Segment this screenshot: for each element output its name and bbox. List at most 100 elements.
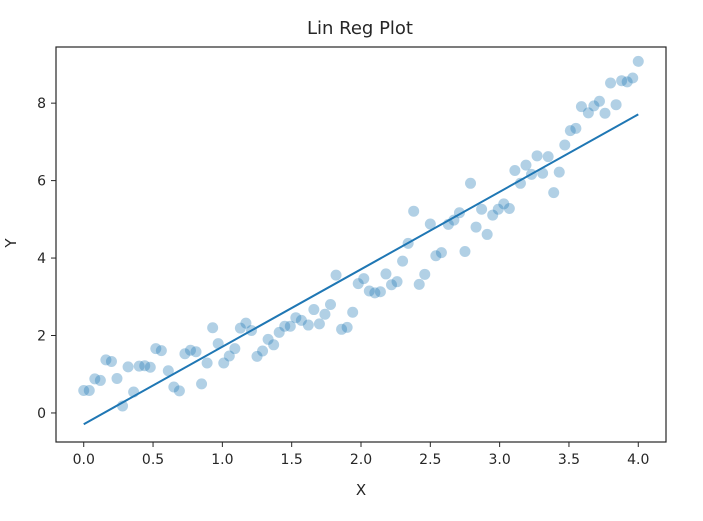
scatter-point — [542, 151, 554, 163]
scatter-point — [196, 378, 208, 390]
scatter-point — [168, 381, 180, 393]
scatter-point — [386, 279, 397, 291]
scatter-point — [262, 333, 274, 345]
scatter-point — [251, 350, 263, 362]
scatter-point — [520, 159, 532, 171]
scatter-point — [627, 72, 639, 84]
scatter-point — [621, 76, 633, 88]
scatter-point — [553, 166, 565, 178]
x-tick-label: 1.0 — [211, 452, 233, 468]
scatter-point — [531, 150, 543, 162]
scatter-point — [616, 75, 628, 87]
scatter-point — [94, 374, 106, 386]
scatter-point — [503, 202, 515, 214]
x-tick-label: 2.5 — [419, 452, 441, 468]
scatter-point — [313, 318, 325, 330]
scatter-point — [234, 322, 246, 334]
x-axis: 0.0 0.5 1.0 1.5 2.0 2.5 3.0 3.5 4.0 — [73, 442, 649, 468]
scatter-point — [575, 101, 587, 113]
scatter-point — [419, 268, 431, 280]
x-tick-label: 3.5 — [558, 452, 580, 468]
scatter-point — [397, 255, 409, 267]
scatter-point — [341, 321, 353, 333]
scatter-point — [498, 198, 510, 210]
scatter-point — [435, 247, 447, 259]
scatter-point — [290, 312, 302, 324]
scatter-point — [325, 299, 336, 311]
scatter-point — [559, 139, 571, 151]
scatter-point — [273, 326, 285, 338]
scatter-point — [369, 287, 381, 299]
scatter-point — [190, 346, 202, 358]
scatter-point — [279, 320, 291, 332]
scatter-point — [89, 373, 101, 385]
scatter-point — [605, 77, 617, 89]
scatter-point — [509, 165, 521, 177]
x-tick-label: 2.0 — [350, 452, 372, 468]
y-axis: 0 2 4 6 8 — [37, 96, 56, 422]
chart-title: Lin Reg Plot — [307, 18, 413, 39]
y-tick-label: 6 — [37, 174, 46, 190]
scatter-point — [588, 100, 600, 112]
scatter-point — [430, 250, 442, 262]
y-tick-label: 0 — [37, 406, 46, 422]
scatter-point — [319, 308, 331, 320]
scatter-point — [179, 348, 191, 360]
scatter-point — [133, 360, 145, 372]
scatter-point — [352, 278, 364, 290]
scatter-point — [162, 365, 174, 377]
scatter-point — [347, 306, 359, 318]
scatter-point — [582, 107, 594, 119]
scatter-point — [374, 286, 386, 298]
scatter-point — [207, 322, 219, 334]
scatter-point — [632, 55, 644, 67]
scatter-points — [78, 55, 644, 412]
scatter-point — [144, 361, 156, 373]
scatter-point — [173, 385, 185, 397]
scatter-point — [465, 177, 477, 189]
scatter-point — [105, 355, 117, 367]
scatter-point — [111, 372, 123, 384]
scatter-point — [302, 319, 314, 331]
scatter-point — [476, 203, 488, 215]
scatter-point — [358, 273, 370, 285]
scatter-point — [100, 354, 112, 366]
scatter-point — [284, 320, 296, 332]
scatter-point — [295, 314, 307, 326]
scatter-point — [218, 357, 230, 369]
x-tick-label: 1.5 — [281, 452, 303, 468]
x-axis-label: X — [356, 481, 366, 499]
scatter-point — [336, 323, 348, 335]
scatter-point — [184, 344, 196, 356]
scatter-point — [448, 214, 460, 226]
scatter-point — [229, 343, 241, 355]
scatter-point — [413, 278, 425, 290]
scatter-point — [308, 304, 320, 316]
scatter-point — [330, 269, 342, 281]
scatter-point — [240, 317, 252, 329]
scatter-point — [380, 268, 392, 280]
scatter-point — [363, 285, 375, 297]
x-tick-label: 0.5 — [142, 452, 164, 468]
scatter-point — [391, 276, 403, 288]
regression-line-path — [83, 113, 639, 426]
x-tick-label: 4.0 — [627, 452, 649, 468]
scatter-point — [150, 343, 162, 355]
scatter-point — [459, 245, 471, 257]
scatter-point — [223, 350, 235, 362]
scatter-point — [548, 187, 560, 199]
scatter-point — [408, 205, 420, 217]
plot-area-frame — [55, 46, 667, 443]
scatter-point — [201, 357, 213, 369]
scatter-point — [481, 228, 493, 240]
scatter-point — [470, 221, 482, 233]
x-tick-label: 3.0 — [489, 452, 511, 468]
scatter-point — [492, 203, 504, 215]
y-tick-label: 2 — [37, 329, 46, 345]
y-tick-label: 8 — [37, 96, 46, 112]
scatter-point — [268, 339, 280, 351]
y-tick-label: 4 — [37, 251, 46, 267]
scatter-point — [610, 99, 622, 111]
scatter-point — [514, 177, 526, 189]
scatter-point — [570, 122, 582, 134]
